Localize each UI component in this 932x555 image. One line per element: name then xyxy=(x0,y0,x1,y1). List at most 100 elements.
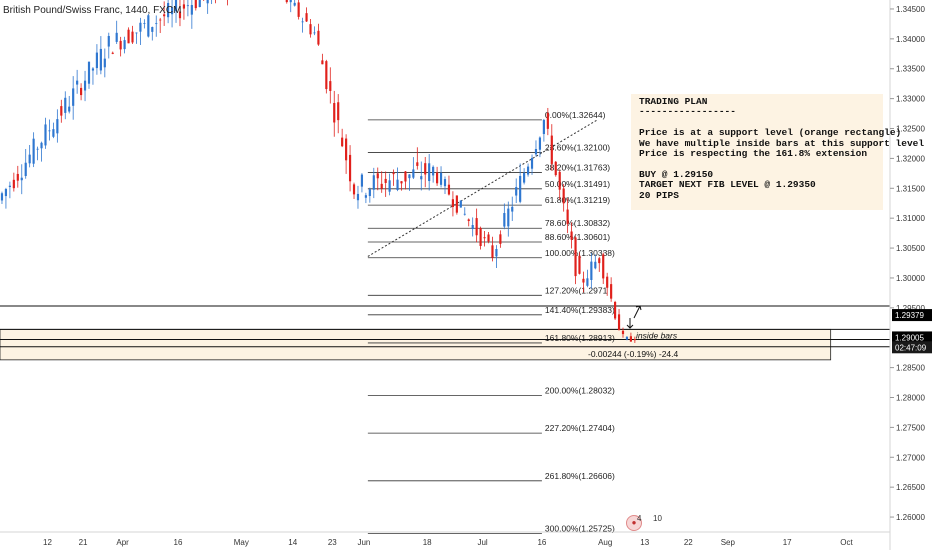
candle-body[interactable] xyxy=(127,29,130,44)
candle-body[interactable] xyxy=(602,254,605,279)
candle-body[interactable] xyxy=(428,163,431,182)
candle-body[interactable] xyxy=(424,163,427,175)
candle-body[interactable] xyxy=(87,61,91,84)
candle-body[interactable] xyxy=(12,179,15,189)
candle-body[interactable] xyxy=(119,40,122,50)
candle-body[interactable] xyxy=(570,231,573,240)
candle-body[interactable] xyxy=(507,208,510,227)
candle-body[interactable] xyxy=(499,234,502,244)
candle-body[interactable] xyxy=(625,336,629,340)
candle-body[interactable] xyxy=(36,148,39,150)
candle-body[interactable] xyxy=(83,80,87,91)
candle-body[interactable] xyxy=(206,0,209,4)
candle-body[interactable] xyxy=(372,175,375,190)
candle-body[interactable] xyxy=(534,149,538,155)
candle-body[interactable] xyxy=(297,2,300,17)
candle-body[interactable] xyxy=(76,80,79,85)
candle-body[interactable] xyxy=(491,245,494,258)
candle-body[interactable] xyxy=(4,188,8,197)
candle-body[interactable] xyxy=(32,138,35,164)
candle-body[interactable] xyxy=(558,171,561,190)
candle-body[interactable] xyxy=(56,119,59,134)
support-zone[interactable] xyxy=(0,328,832,361)
candle-body[interactable] xyxy=(341,137,344,147)
candle-body[interactable] xyxy=(139,22,142,32)
candle-body[interactable] xyxy=(285,0,288,3)
candle-body[interactable] xyxy=(360,174,364,187)
candle-body[interactable] xyxy=(617,314,621,331)
candle-body[interactable] xyxy=(99,48,102,71)
candle-body[interactable] xyxy=(467,219,470,222)
candle-body[interactable] xyxy=(511,206,514,212)
candle-body[interactable] xyxy=(420,176,423,180)
candle-body[interactable] xyxy=(443,179,447,187)
candle-body[interactable] xyxy=(416,162,419,166)
candle-body[interactable] xyxy=(24,162,27,177)
candle-body[interactable] xyxy=(163,14,166,17)
candle-body[interactable] xyxy=(68,106,71,112)
candle-body[interactable] xyxy=(487,234,490,242)
candle-body[interactable] xyxy=(471,225,474,230)
candle-body[interactable] xyxy=(633,339,636,341)
candle-body[interactable] xyxy=(337,102,340,121)
candle-body[interactable] xyxy=(0,193,4,201)
candle-body[interactable] xyxy=(392,172,395,175)
candle-body[interactable] xyxy=(554,161,557,176)
fib-trendline[interactable] xyxy=(367,119,598,257)
candle-body[interactable] xyxy=(64,97,67,113)
candle-body[interactable] xyxy=(143,23,146,24)
candle-body[interactable] xyxy=(167,2,170,18)
candle-body[interactable] xyxy=(155,23,158,25)
candle-body[interactable] xyxy=(345,138,348,161)
candle-body[interactable] xyxy=(151,27,154,32)
candle-body[interactable] xyxy=(293,2,296,6)
candle-body[interactable] xyxy=(305,13,308,22)
candle-body[interactable] xyxy=(321,60,324,65)
candle-body[interactable] xyxy=(91,68,95,71)
candle-body[interactable] xyxy=(400,181,403,184)
candle-body[interactable] xyxy=(190,5,193,15)
candle-body[interactable] xyxy=(515,187,518,196)
candle-body[interactable] xyxy=(80,87,83,96)
candle-body[interactable] xyxy=(289,0,292,3)
candle-body[interactable] xyxy=(384,178,387,183)
candle-body[interactable] xyxy=(432,166,435,176)
candle-body[interactable] xyxy=(606,276,609,288)
candle-body[interactable] xyxy=(72,88,75,106)
candle-body[interactable] xyxy=(562,188,565,204)
candle-body[interactable] xyxy=(542,119,545,135)
candle-body[interactable] xyxy=(483,237,486,239)
candle-body[interactable] xyxy=(107,35,110,47)
candle-body[interactable] xyxy=(182,4,186,9)
candle-body[interactable] xyxy=(333,103,336,123)
candle-body[interactable] xyxy=(396,179,399,190)
candle-body[interactable] xyxy=(20,177,23,181)
candle-body[interactable] xyxy=(412,169,415,178)
candle-body[interactable] xyxy=(313,32,316,34)
candle-body[interactable] xyxy=(178,11,182,19)
candle-body[interactable] xyxy=(586,278,589,286)
candle-body[interactable] xyxy=(115,32,118,42)
candle-body[interactable] xyxy=(503,213,506,227)
candle-body[interactable] xyxy=(16,173,19,181)
candle-body[interactable] xyxy=(538,137,542,150)
candle-body[interactable] xyxy=(479,228,482,247)
candle-body[interactable] xyxy=(356,193,360,201)
candle-body[interactable] xyxy=(8,185,11,188)
candle-body[interactable] xyxy=(325,61,328,90)
candle-body[interactable] xyxy=(578,255,581,274)
candle-body[interactable] xyxy=(174,0,178,12)
candle-body[interactable] xyxy=(103,58,106,68)
candle-body[interactable] xyxy=(574,237,577,277)
candle-body[interactable] xyxy=(629,336,632,342)
economic-event-badge[interactable]: ● xyxy=(626,515,642,531)
candle-body[interactable] xyxy=(194,0,197,9)
candle-body[interactable] xyxy=(44,124,47,146)
candle-body[interactable] xyxy=(380,183,383,189)
candle-body[interactable] xyxy=(614,301,617,319)
candle-body[interactable] xyxy=(186,5,189,7)
candle-body[interactable] xyxy=(436,172,439,184)
candle-body[interactable] xyxy=(60,106,63,116)
candle-body[interactable] xyxy=(530,158,534,169)
candle-body[interactable] xyxy=(459,200,462,208)
